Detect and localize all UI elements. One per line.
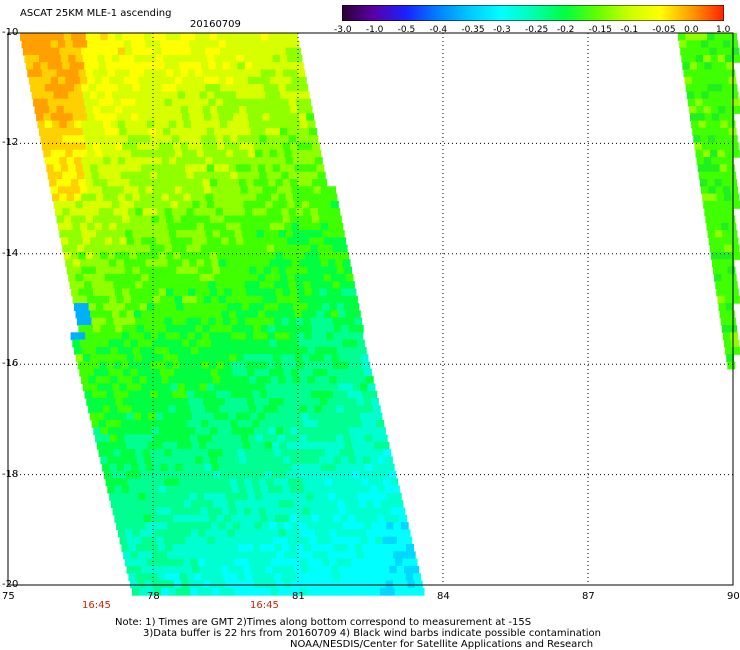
y-tick-label: -12 [2,137,19,149]
colorbar-tick-label: -0.25 [525,25,549,35]
colorbar-tick-label: 0.0 [684,25,699,35]
x-tick-label: 75 [2,591,15,602]
colorbar-tick-label: -3.0 [334,25,352,35]
map-title: ASCAT 25KM MLE-1 ascending [20,8,172,19]
colorbar-tick-label: -0.2 [556,25,575,35]
grid [7,32,734,586]
colorbar [342,5,724,21]
time-label: 16:45 [250,600,279,611]
colorbar-tick-label: -0.4 [429,25,448,35]
colorbar-gradient [342,5,724,21]
colorbar-tick-label: -0.3 [493,25,511,35]
y-tick-label: -20 [2,579,19,590]
colorbar-tick-label: -0.1 [620,25,639,35]
colorbar-tick-label: -0.15 [588,25,612,35]
colorbar-tick-label: -0.5 [397,25,416,35]
map-plot [7,32,740,596]
colorbar-tick-label: -0.35 [461,25,485,35]
x-tick-label: 81 [292,591,305,602]
colorbar-tick-label: 1.0 [716,25,731,35]
y-tick-label: -18 [2,468,19,480]
y-tick-label: -16 [2,358,19,370]
y-tick-label: -14 [2,247,19,259]
x-tick-label: 84 [437,591,450,602]
note-line-3: NOAA/NESDIS/Center for Satellite Applica… [290,639,594,650]
x-tick-label: 90 [727,591,740,602]
swath-cells [20,33,740,596]
note-line-1: Note: 1) Times are GMT 2)Times along bot… [115,617,532,628]
time-label: 16:45 [82,600,111,611]
x-tick-label: 87 [582,591,595,602]
colorbar-tick-label: -0.05 [652,25,676,35]
note-line-2: 3)Data buffer is 22 hrs from 20160709 4)… [143,628,601,639]
x-tick-label: 78 [147,591,160,602]
y-tick-label: -10 [2,27,19,38]
map-date: 20160709 [190,19,241,30]
colorbar-tick-label: -1.0 [365,25,384,35]
